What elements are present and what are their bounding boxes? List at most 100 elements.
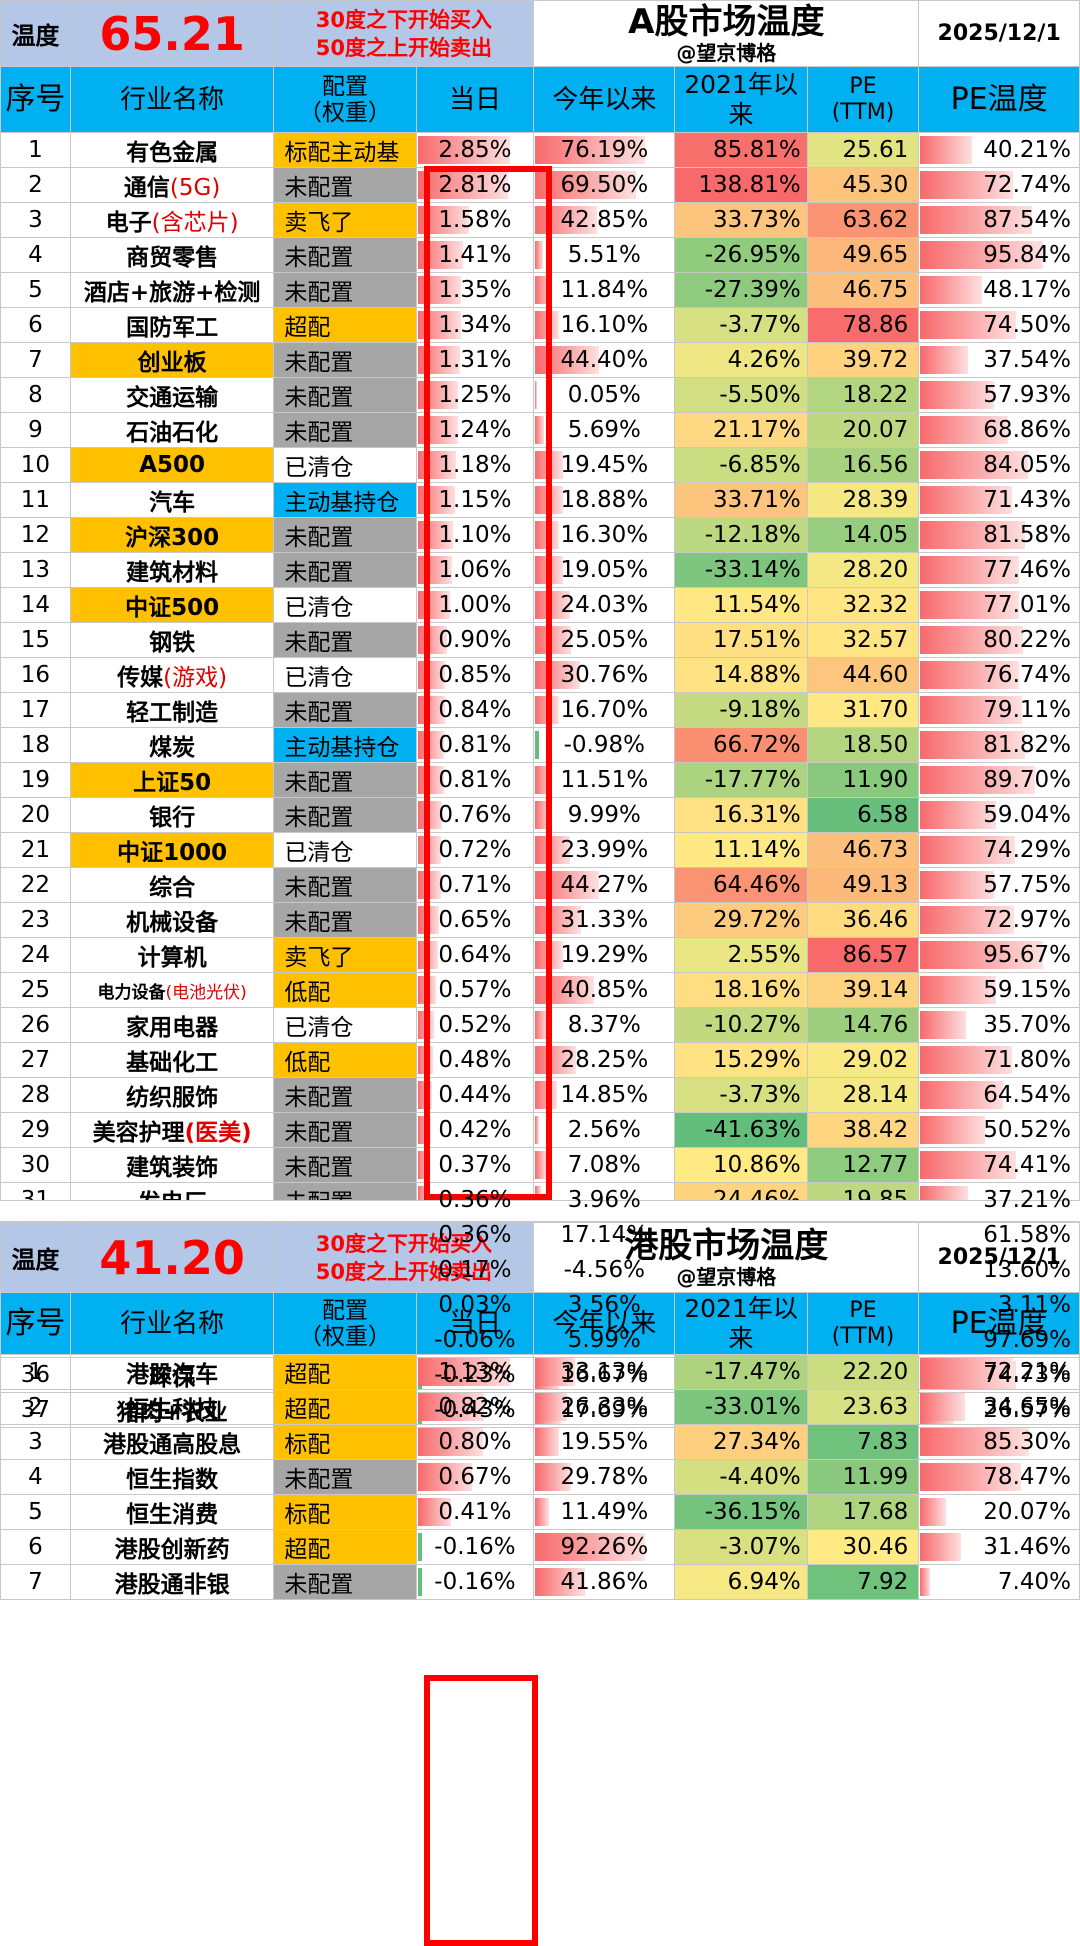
pe-temperature-value: 35.70% xyxy=(983,1012,1071,1038)
pe-temperature: 40.21% xyxy=(918,132,1080,168)
row-index: 7 xyxy=(0,342,71,378)
pe-temperature-value: 74.50% xyxy=(983,312,1071,338)
ytd-change: 41.86% xyxy=(533,1564,676,1600)
industry-name: 酒店+旅游+检测 xyxy=(69,272,275,308)
pe-temperature: 57.75% xyxy=(918,867,1080,903)
pe-temperature-bar xyxy=(920,1498,946,1526)
daily-change-value: 0.65% xyxy=(438,907,512,933)
pe-temperature: 74.50% xyxy=(918,307,1080,343)
since-2021-change: 85.81% xyxy=(674,132,808,168)
daily-change-value: 1.18% xyxy=(438,452,512,478)
table-row: 29 美容护理(医美) 未配置 0.42% 2.56% -41.63% 38.42 50.52… xyxy=(0,1112,1080,1148)
ytd-change-bar xyxy=(535,906,581,934)
daily-change-value: 1.31% xyxy=(438,347,512,373)
daily-change-value: 1.35% xyxy=(438,277,512,303)
allocation-status: 已清仓 xyxy=(273,587,417,623)
daily-change-value: 2.85% xyxy=(438,137,512,163)
pe-temperature: 71.43% xyxy=(918,482,1080,518)
industry-name-text: 计算机 xyxy=(137,945,207,971)
since-2021-change: -27.39% xyxy=(674,272,808,308)
pe-temperature-bar xyxy=(920,1358,1013,1386)
pe-ttm: 36.46 xyxy=(806,902,920,938)
ytd-change: 16.70% xyxy=(533,692,676,728)
industry-name-text: 交通运输 xyxy=(126,385,219,411)
industry-name-note: (游戏) xyxy=(163,665,228,691)
row-index: 20 xyxy=(0,797,71,833)
daily-change-value: 0.84% xyxy=(438,697,512,723)
pe-temperature: 76.74% xyxy=(918,657,1080,693)
table-row: 6 国防军工 超配 1.34% 16.10% -3.77% 78.86 74.50% xyxy=(0,307,1080,343)
industry-name-text: 家用电器 xyxy=(126,1015,219,1041)
daily-change-bar xyxy=(417,1463,473,1491)
pe-temperature-value: 87.54% xyxy=(983,207,1071,233)
ytd-change-bar xyxy=(535,1151,546,1179)
rule-buy: 30度之下开始买入 xyxy=(315,7,492,32)
row-index: 11 xyxy=(0,482,71,518)
industry-name: 港股创新药 xyxy=(69,1529,275,1565)
daily-change: 0.80% xyxy=(415,1424,535,1460)
ytd-change-bar xyxy=(535,1046,577,1074)
pe-temperature-value: 31.46% xyxy=(983,1534,1071,1560)
ytd-change: 69.50% xyxy=(533,167,676,203)
pe-temperature-bar xyxy=(920,1151,1016,1179)
temperature-value: 41.20 xyxy=(69,1222,275,1293)
ytd-change-value: 0.05% xyxy=(567,382,641,408)
pe-temperature-bar xyxy=(920,766,1036,794)
pe-ttm: 31.70 xyxy=(806,692,920,728)
hk-share-table: 温度 41.20 30度之下开始买入 50度之上开始卖出 港股市场温度 @望京博… xyxy=(0,1222,1080,1600)
table-row: 15 钢铁 未配置 0.90% 25.05% 17.51% 32.57 80.22% xyxy=(0,622,1080,658)
ytd-change-value: 28.25% xyxy=(560,1047,649,1073)
allocation-status: 未配置 xyxy=(273,1459,417,1495)
ytd-change-bar xyxy=(535,381,538,409)
row-index: 15 xyxy=(0,622,71,658)
report-date: 2025/12/1 xyxy=(918,1222,1080,1293)
pe-temperature-value: 95.67% xyxy=(983,942,1071,968)
ytd-change: 8.37% xyxy=(533,1007,676,1043)
allocation-status: 未配置 xyxy=(273,167,417,203)
industry-name: 港股通高股息 xyxy=(69,1424,275,1460)
since-2021-change: -33.01% xyxy=(674,1389,808,1425)
ytd-change: 14.85% xyxy=(533,1077,676,1113)
row-index: 2 xyxy=(0,167,71,203)
ytd-change-value: 44.27% xyxy=(560,872,649,898)
pe-temperature-bar xyxy=(920,416,1009,444)
table-row: 2 恒生科技 超配 0.82% 26.33% -33.01% 23.63 34.65% xyxy=(0,1389,1080,1425)
pe-temperature-bar xyxy=(920,626,1023,654)
since-2021-change: 66.72% xyxy=(674,727,808,763)
daily-change-bar xyxy=(417,906,439,934)
daily-change-bar xyxy=(417,1046,434,1074)
ytd-change: 28.25% xyxy=(533,1042,676,1078)
daily-change-value: 0.85% xyxy=(438,662,512,688)
pe-temperature-bar xyxy=(920,136,972,164)
since-2021-change: 29.72% xyxy=(674,902,808,938)
pe-temperature-bar xyxy=(920,661,1019,689)
row-index: 12 xyxy=(0,517,71,553)
pe-temperature-value: 84.05% xyxy=(983,452,1071,478)
ytd-change-value: 3.96% xyxy=(567,1187,641,1213)
daily-change-value: 0.44% xyxy=(438,1082,512,1108)
daily-change-value: 0.17% xyxy=(438,1257,512,1283)
ytd-change-value: 5.51% xyxy=(567,242,641,268)
pe-temperature: 79.11% xyxy=(918,692,1080,728)
ytd-change: 23.99% xyxy=(533,832,676,868)
industry-name-text: 国防军工 xyxy=(126,315,219,341)
pe-ttm: 49.65 xyxy=(806,237,920,273)
allocation-status: 标配主动基 xyxy=(273,132,417,168)
since-2021-change: 6.94% xyxy=(674,1564,808,1600)
ytd-change-bar xyxy=(535,1011,548,1039)
daily-change: 1.13% xyxy=(415,1354,535,1390)
pe-temperature-bar xyxy=(920,241,1043,269)
pe-temperature-bar xyxy=(920,871,995,899)
ytd-change-value: 11.84% xyxy=(560,277,649,303)
pe-temperature: 85.30% xyxy=(918,1424,1080,1460)
allocation-status: 卖飞了 xyxy=(273,202,417,238)
pe-temperature: 72.74% xyxy=(918,167,1080,203)
ytd-change-value: 44.40% xyxy=(560,347,649,373)
ytd-change: 33.13% xyxy=(533,1354,676,1390)
daily-change-value: -0.43% xyxy=(434,1397,516,1423)
daily-change-bar xyxy=(417,626,447,654)
industry-name-text: 恒生科技 xyxy=(126,1397,219,1423)
row-index: 3 xyxy=(0,202,71,238)
row-index: 28 xyxy=(0,1077,71,1113)
title-block: A股市场温度 @望京博格 xyxy=(533,0,920,67)
